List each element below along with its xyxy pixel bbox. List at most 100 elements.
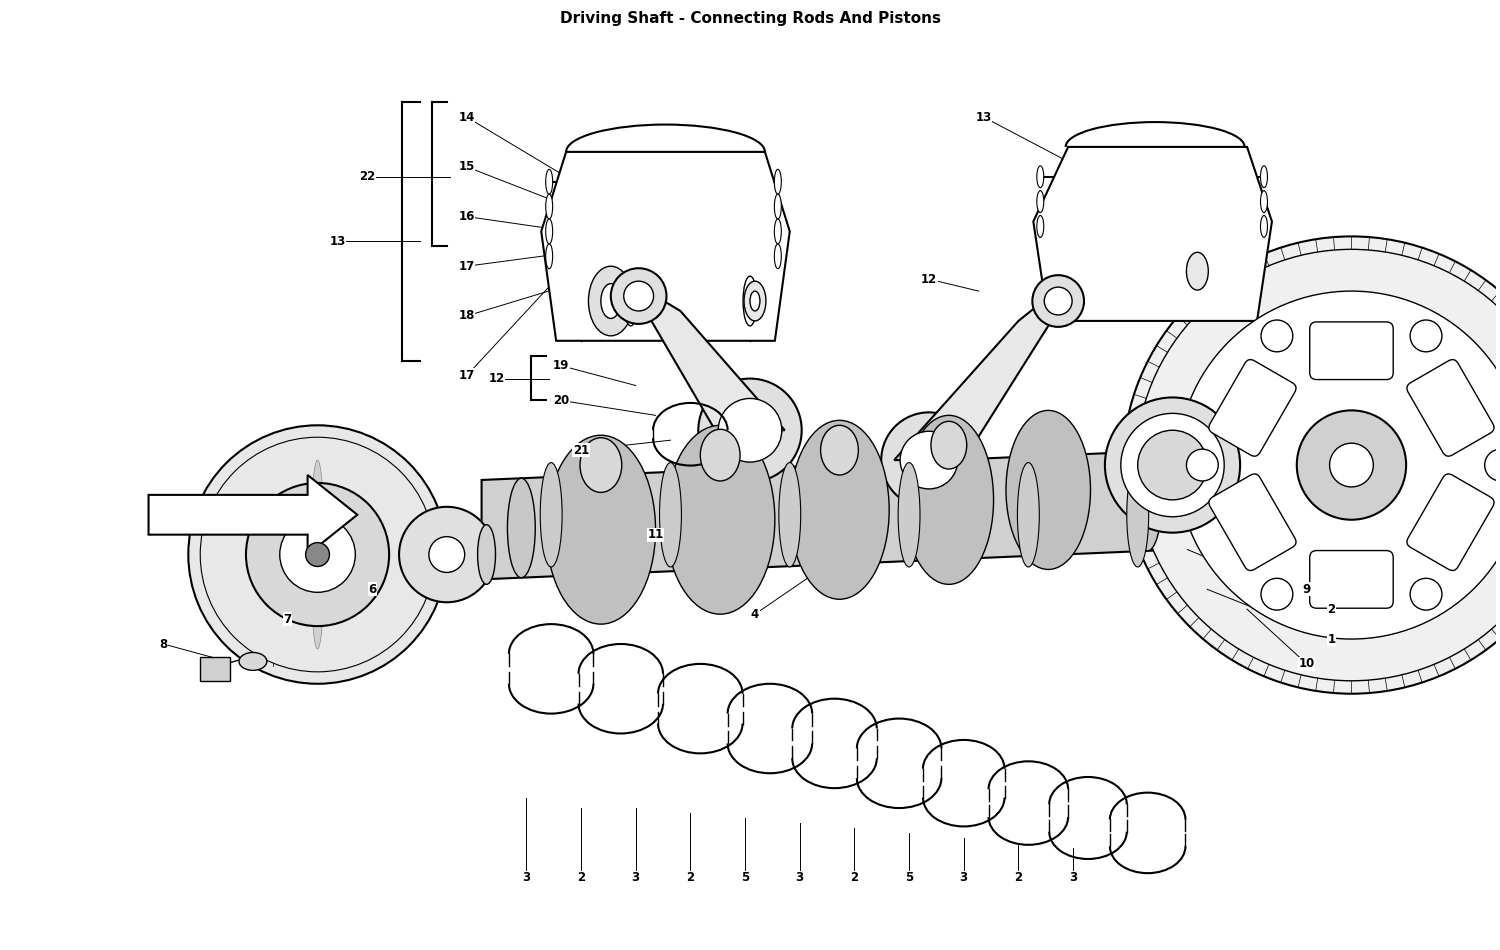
Text: 19: 19 bbox=[554, 359, 570, 372]
Circle shape bbox=[699, 378, 801, 482]
Text: 21: 21 bbox=[573, 444, 590, 457]
Ellipse shape bbox=[660, 463, 681, 567]
Text: 12: 12 bbox=[921, 273, 938, 286]
Circle shape bbox=[718, 398, 782, 462]
Ellipse shape bbox=[546, 244, 552, 269]
Ellipse shape bbox=[774, 219, 782, 244]
Polygon shape bbox=[894, 301, 1072, 460]
Ellipse shape bbox=[507, 478, 536, 578]
Text: 11: 11 bbox=[648, 528, 663, 542]
Circle shape bbox=[306, 542, 330, 566]
Ellipse shape bbox=[546, 169, 552, 194]
Ellipse shape bbox=[932, 421, 966, 469]
Text: 20: 20 bbox=[554, 394, 568, 407]
Ellipse shape bbox=[1260, 191, 1268, 213]
Circle shape bbox=[189, 426, 447, 684]
Ellipse shape bbox=[1134, 451, 1161, 551]
Polygon shape bbox=[542, 152, 790, 341]
Text: 3: 3 bbox=[522, 871, 531, 884]
Text: 13: 13 bbox=[330, 235, 345, 248]
Circle shape bbox=[610, 268, 666, 324]
Ellipse shape bbox=[312, 520, 324, 649]
Text: 3: 3 bbox=[795, 871, 804, 884]
Ellipse shape bbox=[312, 490, 324, 619]
Text: 9: 9 bbox=[1302, 583, 1311, 596]
Text: Driving Shaft - Connecting Rods And Pistons: Driving Shaft - Connecting Rods And Pist… bbox=[560, 10, 940, 26]
Ellipse shape bbox=[700, 429, 740, 481]
Polygon shape bbox=[148, 475, 357, 555]
Circle shape bbox=[246, 483, 388, 626]
Circle shape bbox=[1329, 444, 1374, 487]
Text: 5: 5 bbox=[741, 871, 748, 884]
Polygon shape bbox=[621, 296, 784, 430]
Ellipse shape bbox=[580, 438, 622, 492]
Ellipse shape bbox=[312, 460, 324, 589]
Ellipse shape bbox=[742, 276, 758, 326]
Ellipse shape bbox=[904, 415, 993, 584]
Ellipse shape bbox=[1036, 216, 1044, 238]
Circle shape bbox=[429, 537, 465, 573]
Polygon shape bbox=[1034, 147, 1272, 321]
Ellipse shape bbox=[1260, 216, 1268, 238]
Ellipse shape bbox=[774, 244, 782, 269]
Ellipse shape bbox=[546, 194, 552, 219]
Ellipse shape bbox=[1186, 253, 1209, 290]
Text: 2: 2 bbox=[850, 871, 858, 884]
Ellipse shape bbox=[616, 474, 645, 573]
Ellipse shape bbox=[546, 435, 656, 624]
Text: 7: 7 bbox=[284, 613, 292, 626]
Text: 4: 4 bbox=[752, 608, 759, 620]
Circle shape bbox=[1262, 320, 1293, 352]
Text: 5: 5 bbox=[904, 871, 914, 884]
Text: 3: 3 bbox=[632, 871, 639, 884]
Text: 22: 22 bbox=[358, 170, 375, 183]
Text: 16: 16 bbox=[459, 210, 476, 223]
Circle shape bbox=[200, 437, 435, 672]
Ellipse shape bbox=[774, 169, 782, 194]
Ellipse shape bbox=[540, 463, 562, 567]
Ellipse shape bbox=[1017, 463, 1040, 567]
Ellipse shape bbox=[546, 219, 552, 244]
Circle shape bbox=[220, 457, 416, 652]
FancyBboxPatch shape bbox=[1209, 474, 1296, 571]
Circle shape bbox=[1298, 410, 1406, 520]
Ellipse shape bbox=[602, 284, 621, 318]
Text: 15: 15 bbox=[459, 161, 476, 173]
FancyBboxPatch shape bbox=[1209, 359, 1296, 456]
Circle shape bbox=[1262, 579, 1293, 610]
Ellipse shape bbox=[1260, 166, 1268, 188]
Text: 2: 2 bbox=[1014, 871, 1023, 884]
FancyBboxPatch shape bbox=[1407, 359, 1494, 456]
Ellipse shape bbox=[945, 460, 972, 559]
Ellipse shape bbox=[744, 281, 766, 321]
Polygon shape bbox=[200, 657, 230, 681]
Circle shape bbox=[880, 412, 977, 508]
Circle shape bbox=[1044, 287, 1072, 315]
Ellipse shape bbox=[1126, 463, 1149, 567]
Circle shape bbox=[210, 447, 424, 662]
Ellipse shape bbox=[1054, 455, 1082, 554]
Ellipse shape bbox=[1036, 191, 1044, 213]
Circle shape bbox=[1032, 276, 1084, 327]
Ellipse shape bbox=[778, 463, 801, 567]
Ellipse shape bbox=[588, 266, 633, 335]
Text: 1: 1 bbox=[1328, 633, 1335, 646]
Ellipse shape bbox=[898, 463, 920, 567]
Circle shape bbox=[1137, 430, 1208, 500]
Ellipse shape bbox=[477, 524, 495, 584]
Text: 14: 14 bbox=[459, 110, 476, 124]
Text: 8: 8 bbox=[159, 637, 168, 651]
Text: 13: 13 bbox=[975, 110, 992, 124]
Circle shape bbox=[280, 517, 356, 592]
Circle shape bbox=[1178, 291, 1500, 639]
Text: 3: 3 bbox=[960, 871, 968, 884]
Text: 12: 12 bbox=[489, 372, 504, 385]
Circle shape bbox=[1124, 237, 1500, 694]
Ellipse shape bbox=[1036, 166, 1044, 188]
Ellipse shape bbox=[666, 426, 776, 615]
Circle shape bbox=[1410, 320, 1442, 352]
Ellipse shape bbox=[726, 469, 754, 568]
Ellipse shape bbox=[624, 276, 638, 326]
Circle shape bbox=[399, 506, 495, 602]
Ellipse shape bbox=[790, 420, 889, 599]
